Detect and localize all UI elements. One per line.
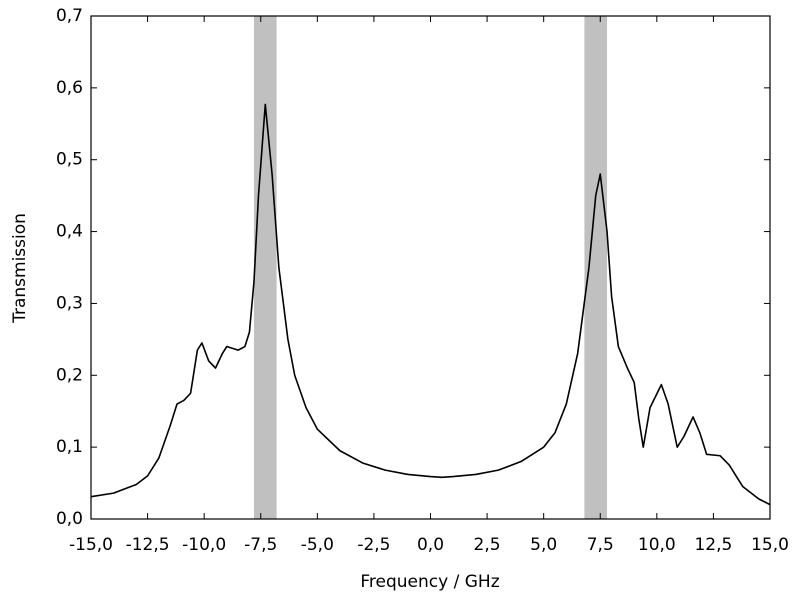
- y-tick-label: 0,5: [56, 150, 83, 170]
- x-tick-label: 15,0: [751, 535, 789, 555]
- x-tick-label: 0,0: [417, 535, 444, 555]
- y-tick-label: 0,7: [56, 6, 83, 26]
- y-axis-label: Transmission: [10, 213, 30, 324]
- x-axis-label: Frequency / GHz: [360, 572, 499, 592]
- y-tick-label: 0,1: [56, 437, 83, 457]
- plot-frame: [90, 15, 771, 520]
- shaded-band: [584, 16, 608, 519]
- x-tick-label: 12,5: [694, 535, 732, 555]
- y-tick-label: 0,4: [56, 222, 83, 242]
- x-tick-label: 5,0: [530, 535, 557, 555]
- x-tick-label: -15,0: [69, 535, 113, 555]
- x-tick-label: -2,5: [357, 535, 390, 555]
- x-tick-label: 10,0: [638, 535, 676, 555]
- x-tick-label: -10,0: [182, 535, 226, 555]
- data-line: [90, 103, 771, 506]
- y-tick-label: 0,2: [56, 365, 83, 385]
- y-tick-label: 0,6: [56, 78, 83, 98]
- y-tick-label: 0,3: [56, 293, 83, 313]
- x-tick-label: 2,5: [474, 535, 501, 555]
- x-tick-label: -7,5: [244, 535, 277, 555]
- x-tick-label: 7,5: [587, 535, 614, 555]
- x-tick-label: -12,5: [126, 535, 170, 555]
- x-tick-label: -5,0: [301, 535, 334, 555]
- y-tick-label: 0,0: [56, 509, 83, 529]
- shaded-band: [253, 16, 277, 519]
